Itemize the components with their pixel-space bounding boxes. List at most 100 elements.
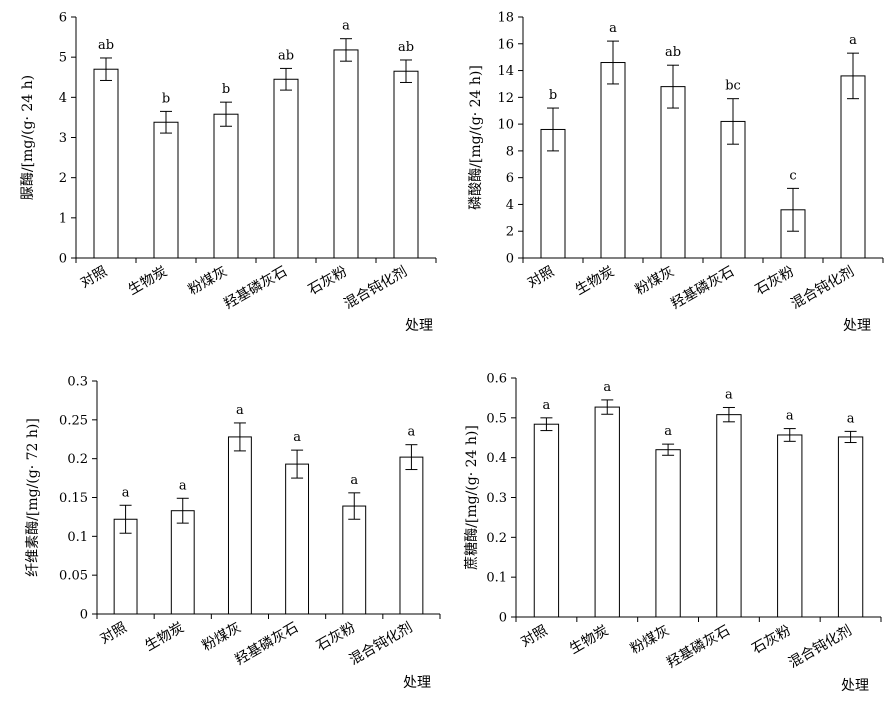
chart-phosphatase: 0 2 4 6 8 10 12 14 16 18 b 对照 a 生物炭 ab 粉煤灰 bc 羟基磷灰石 c 石灰粉 a 混… [468, 11, 884, 334]
y-tick-label: 6 [59, 11, 67, 26]
significance-label: a [293, 430, 301, 445]
y-tick-label: 2 [59, 171, 67, 186]
bar [153, 121, 179, 259]
significance-label: c [789, 168, 796, 183]
y-axis-title: 磷酸酶/[mg/(g· 24 h)] [468, 65, 484, 210]
y-tick-label: 0.3 [486, 491, 507, 506]
y-tick-label: 4 [59, 91, 67, 106]
bar [213, 113, 239, 259]
significance-label: a [603, 380, 611, 395]
y-tick-label: 16 [497, 37, 514, 52]
bar [716, 414, 742, 618]
y-tick-label: 0 [506, 252, 514, 267]
bar [840, 75, 866, 259]
y-tick-label: 0.05 [59, 569, 88, 584]
y-tick-label: 8 [506, 144, 514, 159]
significance-label: ab [278, 48, 294, 63]
category-label: 对照 [97, 620, 129, 648]
category-label: 粉煤灰 [633, 264, 677, 299]
category-label: 对照 [525, 264, 557, 292]
category-label: 石灰粉 [314, 620, 358, 655]
x-axis-title: 处理 [405, 318, 433, 334]
significance-label: a [543, 398, 551, 413]
bar [399, 456, 424, 615]
significance-label: a [664, 424, 672, 439]
y-tick-label: 0.2 [486, 531, 507, 546]
significance-label: a [786, 409, 794, 424]
category-label: 混合钝化剂 [788, 264, 857, 313]
y-tick-label: 0.6 [486, 372, 507, 387]
y-tick-label: 0.15 [59, 491, 88, 506]
category-label: 生物炭 [567, 623, 611, 658]
bar [393, 70, 419, 259]
significance-label: ab [665, 45, 681, 60]
category-label: 粉煤灰 [186, 264, 230, 299]
bar [285, 463, 310, 615]
chart-sucrase: 0 0.1 0.2 0.3 0.4 0.5 0.6 a 对照 a 生物炭 a 粉煤灰 a 羟基磷灰石 a 石灰粉… [464, 372, 882, 694]
bar [594, 406, 620, 618]
significance-label: a [122, 485, 130, 500]
category-label: 羟基磷灰石 [664, 622, 733, 672]
bar [333, 49, 359, 259]
y-tick-label: 0 [80, 608, 88, 623]
significance-label: b [222, 82, 230, 97]
y-tick-label: 1 [59, 211, 67, 226]
y-axis-title: 蔗糖酶/[mg/(g· 24 h)] [464, 425, 480, 570]
bar [533, 423, 560, 618]
significance-label: a [609, 21, 617, 36]
significance-label: b [162, 91, 170, 106]
y-tick-label: 0.25 [59, 413, 88, 428]
significance-label: a [725, 387, 733, 402]
significance-label: a [849, 33, 857, 48]
category-label: 石灰粉 [753, 264, 797, 299]
y-tick-label: 14 [497, 64, 514, 79]
significance-label: ab [98, 38, 114, 53]
y-tick-label: 6 [506, 171, 514, 186]
category-label: 石灰粉 [306, 264, 350, 299]
y-tick-label: 0.1 [67, 530, 88, 545]
category-label: 生物炭 [142, 620, 186, 655]
y-tick-label: 0.4 [486, 451, 507, 466]
y-tick-label: 10 [497, 118, 514, 133]
y-axis-title: 脲酶/[mg/(g· 24 h) [20, 75, 36, 200]
category-label: 石灰粉 [749, 623, 793, 658]
category-label: 对照 [518, 623, 550, 651]
significance-label: b [549, 88, 557, 103]
category-label: 混合钝化剂 [347, 620, 416, 669]
x-axis-title: 处理 [841, 678, 869, 694]
y-tick-label: 0.2 [67, 452, 88, 467]
bar [837, 436, 864, 618]
y-axis-title: 纤维素酶/[mg/(g· 72 h)] [25, 418, 41, 577]
y-tick-label: 0 [499, 611, 507, 626]
significance-label: a [179, 478, 187, 493]
bar [273, 78, 299, 259]
bar [170, 510, 195, 615]
category-label: 混合钝化剂 [786, 623, 855, 672]
y-tick-label: 2 [506, 225, 514, 240]
significance-label: a [342, 19, 350, 34]
category-label: 粉煤灰 [200, 620, 244, 655]
x-axis-title: 处理 [403, 675, 431, 691]
category-label: 粉煤灰 [628, 623, 672, 658]
x-axis-title: 处理 [843, 318, 871, 334]
significance-label: a [408, 425, 416, 440]
y-tick-label: 0.3 [67, 375, 88, 390]
bar [227, 436, 252, 615]
y-tick-label: 0 [59, 252, 67, 267]
y-tick-label: 0.5 [486, 411, 507, 426]
y-tick-label: 18 [497, 11, 514, 26]
y-tick-label: 4 [506, 198, 514, 213]
category-label: 对照 [78, 264, 110, 292]
significance-label: bc [725, 79, 741, 94]
significance-label: ab [398, 40, 414, 55]
significance-label: a [236, 403, 244, 418]
chart-urease: 0 1 2 3 4 5 6 ab 对照 b 生物炭 b 粉煤灰 ab 羟基磷灰石 a 石灰粉 ab 混合钝化剂 脲酶/… [20, 11, 437, 334]
significance-label: a [350, 473, 358, 488]
y-tick-label: 12 [497, 91, 514, 106]
category-label: 生物炭 [126, 264, 170, 299]
y-tick-label: 3 [59, 131, 67, 146]
category-label: 生物炭 [573, 264, 617, 299]
bar [600, 62, 626, 259]
category-label: 羟基磷灰石 [221, 263, 290, 313]
